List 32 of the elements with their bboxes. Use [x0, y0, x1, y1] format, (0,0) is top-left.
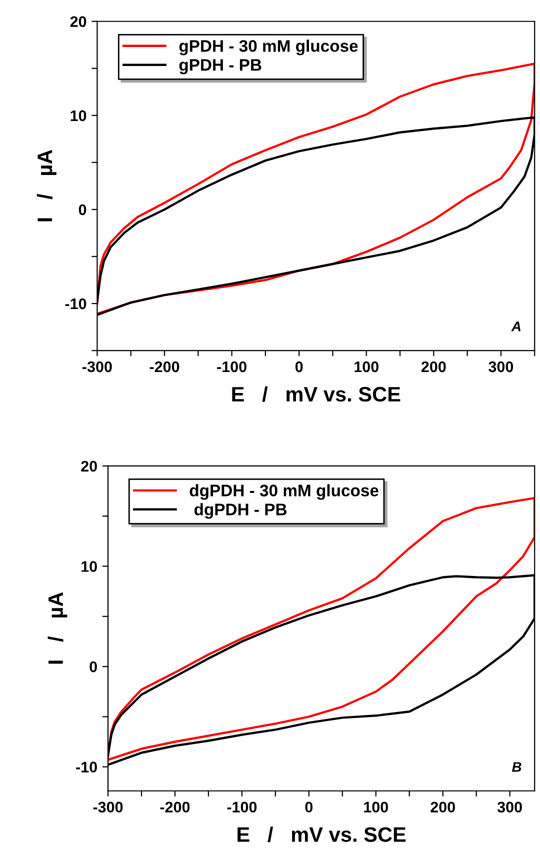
x-tick-label: 200 — [430, 802, 455, 813]
legend-label: dgPDH - PB — [194, 503, 287, 519]
x-tick-label: 200 — [421, 361, 446, 372]
x-tick-label: 100 — [354, 361, 378, 372]
x-tick-label: -100 — [217, 361, 246, 372]
y-tick-label: 20 — [81, 460, 97, 472]
x-tick-label: 300 — [497, 802, 522, 813]
x-tick-label: -300 — [93, 802, 123, 813]
y-tick-label: 10 — [70, 110, 86, 122]
x-tick-label: 100 — [364, 802, 388, 813]
x-tick-label: -300 — [82, 361, 112, 372]
x-tick-label: 300 — [488, 361, 514, 372]
legend-label: dgPDH - 30 mM glucose — [190, 484, 378, 500]
x-tick-label: -200 — [160, 802, 190, 813]
y-tick-label: 0 — [78, 204, 86, 216]
legend-label: gPDH - 30 mM glucose — [179, 40, 358, 56]
annotation: A — [511, 322, 520, 332]
x-axis-title: E / mV vs. SCE — [232, 386, 400, 402]
x-axis-title: E / mV vs. SCE — [238, 826, 406, 842]
x-tick-label: 0 — [305, 802, 313, 813]
y-tick-label: 20 — [70, 16, 86, 28]
legend-label: gPDH - PB — [179, 59, 262, 74]
y-tick-label: -10 — [76, 762, 97, 772]
y-tick-label: 0 — [90, 661, 97, 672]
y-tick-label: -10 — [65, 298, 86, 310]
y-tick-label: 10 — [82, 561, 97, 572]
x-tick-label: -100 — [227, 802, 257, 813]
y-axis-title: I / µA — [36, 150, 56, 222]
x-tick-label: -200 — [150, 361, 180, 372]
y-axis-title: I / µA — [48, 592, 68, 664]
annotation: B — [512, 762, 522, 772]
x-tick-label: 0 — [295, 361, 303, 372]
